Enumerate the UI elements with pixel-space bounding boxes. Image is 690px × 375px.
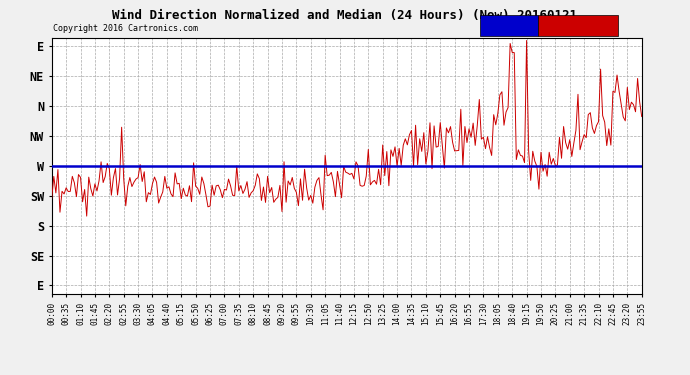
Text: Wind Direction Normalized and Median (24 Hours) (New) 20160121: Wind Direction Normalized and Median (24…	[112, 9, 578, 22]
Text: Direction: Direction	[553, 21, 602, 30]
Text: Average: Average	[490, 21, 528, 30]
Text: Copyright 2016 Cartronics.com: Copyright 2016 Cartronics.com	[53, 24, 198, 33]
